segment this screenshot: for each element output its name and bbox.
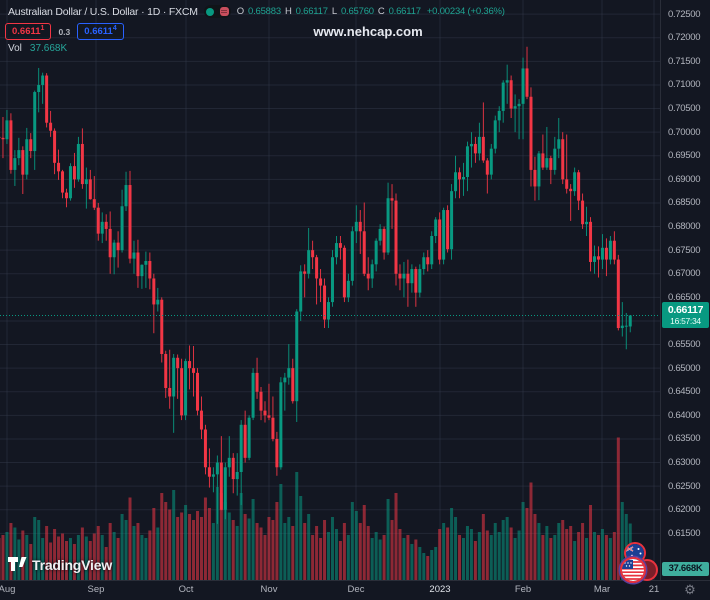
time-tick-label: 2023 [429, 584, 451, 595]
price-tick-label: 0.65000 [668, 362, 701, 374]
price-tick-label: 0.64000 [668, 409, 701, 421]
market-bars-icon [219, 7, 229, 16]
time-tick-label: Mar [593, 584, 611, 595]
price-tick-label: 0.72500 [668, 8, 701, 20]
price-tick-label: 0.69000 [668, 173, 701, 185]
time-tick-label: Aug [0, 584, 16, 595]
current-price-value: 0.66117 [667, 304, 704, 317]
time-tick-label: Dec [347, 584, 365, 595]
us-flag-icon[interactable] [620, 557, 646, 583]
bid-button[interactable]: 0.66111 [5, 23, 52, 41]
market-status-toggle[interactable] [203, 5, 231, 18]
bar-countdown: 16:57:34 [670, 316, 701, 327]
time-tick-label: Oct [178, 584, 194, 595]
tradingview-mark-icon [8, 557, 27, 571]
price-tick-label: 0.71000 [668, 79, 701, 91]
open-value: 0.65883 [247, 6, 281, 17]
time-tick-label: Nov [260, 584, 278, 595]
price-tick-label: 0.70500 [668, 103, 701, 115]
close-label: C [377, 6, 385, 17]
site-watermark: www.nehcap.com [313, 24, 423, 39]
price-tick-label: 0.70000 [668, 126, 701, 138]
price-tick-label: 0.63000 [668, 457, 701, 469]
time-tick-label: 21 [648, 584, 660, 595]
price-tick-label: 0.61500 [668, 527, 701, 539]
time-axis[interactable]: Aug Sep Oct Nov Dec 2023 Feb Mar 21 [0, 581, 660, 600]
price-tick-label: 0.67000 [668, 268, 701, 280]
gear-icon[interactable]: ⚙ [684, 582, 696, 597]
ask-price: 0.6611 [84, 26, 113, 38]
bid-price-sup: 1 [40, 25, 45, 32]
tradingview-logo-text: TradingView [32, 557, 113, 573]
spread-value: 0.3 [58, 26, 71, 37]
price-axis-separator [660, 0, 661, 580]
price-tick-label: 0.62500 [668, 480, 701, 492]
high-label: H [284, 6, 292, 17]
open-label: O [236, 6, 244, 17]
ask-button[interactable]: 0.66114 [77, 23, 124, 41]
price-tick-label: 0.69500 [668, 150, 701, 162]
time-axis-separator [0, 580, 710, 581]
tradingview-logo[interactable]: TradingView [8, 557, 112, 573]
volume-value: 37.668K [29, 43, 68, 54]
volume-axis-badge: 37.668K [662, 562, 709, 576]
volume-label: Vol [8, 43, 22, 54]
price-tick-label: 0.71500 [668, 55, 701, 67]
volume-readout: Vol 37.668K [8, 43, 67, 54]
low-label: L [331, 6, 337, 17]
price-tick-label: 0.63500 [668, 433, 701, 445]
bid-price: 0.6611 [12, 26, 41, 38]
price-tick-label: 0.68500 [668, 197, 701, 209]
price-tick-label: 0.67500 [668, 244, 701, 256]
price-tick-label: 0.66500 [668, 291, 701, 303]
current-price-badge: 0.66117 16:57:34 [662, 302, 709, 329]
symbol-title[interactable]: Australian Dollar / U.S. Dollar · 1D · F… [8, 5, 198, 18]
price-tick-label: 0.68000 [668, 221, 701, 233]
high-value: 0.66117 [295, 6, 328, 17]
market-open-dot-icon [205, 7, 214, 16]
price-tick-label: 0.64500 [668, 386, 701, 398]
price-tick-label: 0.65500 [668, 339, 701, 351]
chart-canvas[interactable] [0, 0, 660, 580]
price-tick-label: 0.62000 [668, 504, 701, 516]
ohlc-readout: O 0.65883 H 0.66117 L 0.65760 C 0.66117 +0.0… [237, 6, 505, 17]
change-value: +0.00234 (+0.36%) [426, 6, 505, 17]
time-tick-label: Feb [514, 584, 532, 595]
time-tick-label: Sep [87, 584, 105, 595]
price-axis[interactable]: 0.66117 16:57:34 37.668K 0.72500 0.72000 0… [661, 0, 710, 580]
close-value: 0.66117 [388, 6, 421, 17]
low-value: 0.65760 [340, 6, 374, 17]
ask-price-sup: 4 [112, 25, 117, 32]
price-tick-label: 0.72000 [668, 32, 701, 44]
